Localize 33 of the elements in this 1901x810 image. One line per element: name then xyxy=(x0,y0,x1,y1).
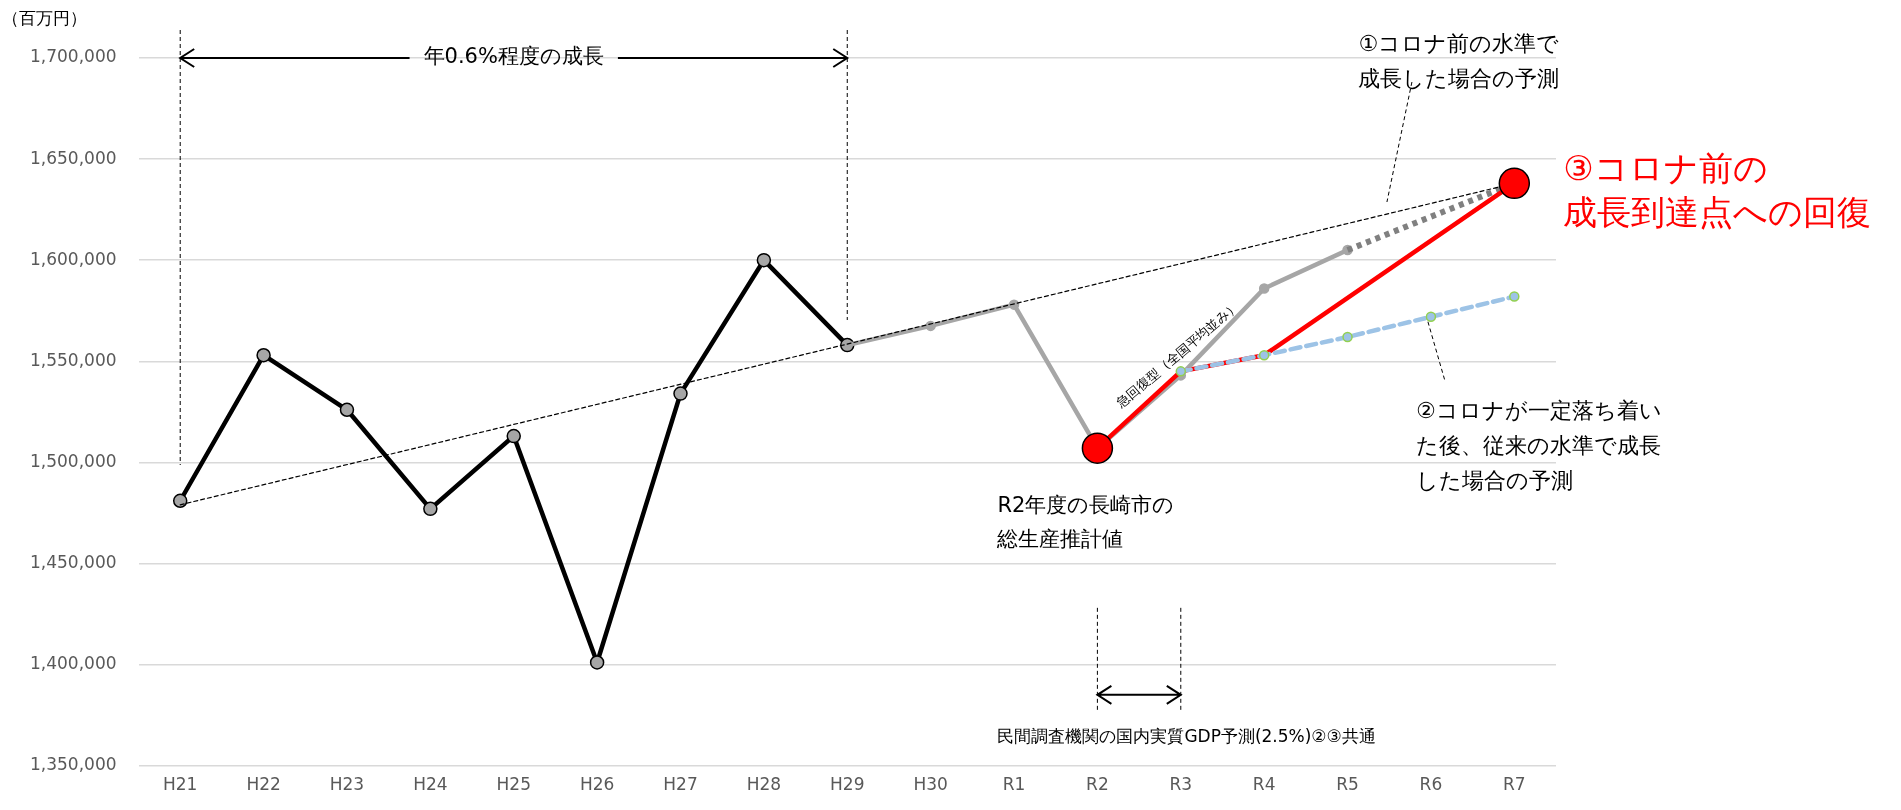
annotation: R2年度の長崎市の総生産推計値 xyxy=(996,492,1175,551)
x-tick-label: H27 xyxy=(663,774,698,795)
x-tick-label: H21 xyxy=(163,774,198,795)
x-tick-label: H22 xyxy=(246,774,281,795)
x-tick-label: R7 xyxy=(1502,774,1526,795)
x-tick-label: R1 xyxy=(1002,774,1026,795)
y-tick-label: 1,450,000 xyxy=(29,551,117,572)
x-tick-label: H26 xyxy=(579,774,615,795)
x-tick-label: R6 xyxy=(1419,774,1443,795)
x-tick-label: R3 xyxy=(1169,774,1193,795)
y-tick-label: 1,600,000 xyxy=(29,248,117,269)
x-tick-label: H28 xyxy=(746,774,782,795)
x-tick-label: H24 xyxy=(413,774,448,795)
y-tick-label: 1,400,000 xyxy=(29,652,117,673)
annotation: ③コロナ前の成長到達点への回復 xyxy=(1563,148,1872,233)
annotation: 民間調査機関の国内実質GDP予測(2.5%)②③共通 xyxy=(997,726,1376,747)
x-tick-label: H30 xyxy=(913,774,948,795)
annotation: ②コロナが一定落ち着いた後、従来の水準で成長した場合の予測 xyxy=(1415,398,1662,494)
x-tick-label: H29 xyxy=(830,774,865,795)
annotation: 年0.6%程度の成長 xyxy=(423,44,604,69)
y-tick-label: 1,650,000 xyxy=(29,147,117,168)
x-tick-label: R5 xyxy=(1336,774,1359,795)
annotation: ①コロナ前の水準で成長した場合の予測 xyxy=(1358,30,1560,91)
annotation: 急回復型（全国平均並み） xyxy=(1112,298,1243,411)
y-axis-title: （百万円） xyxy=(2,8,87,29)
y-tick-label: 1,700,000 xyxy=(29,46,117,67)
y-tick-label: 1,350,000 xyxy=(29,754,117,775)
x-tick-label: R2 xyxy=(1086,774,1109,795)
x-tick-label: R4 xyxy=(1252,774,1276,795)
x-tick-label: H25 xyxy=(496,774,531,795)
x-tick-label: H23 xyxy=(329,774,365,795)
y-tick-label: 1,550,000 xyxy=(29,349,117,370)
y-tick-label: 1,500,000 xyxy=(29,450,117,471)
